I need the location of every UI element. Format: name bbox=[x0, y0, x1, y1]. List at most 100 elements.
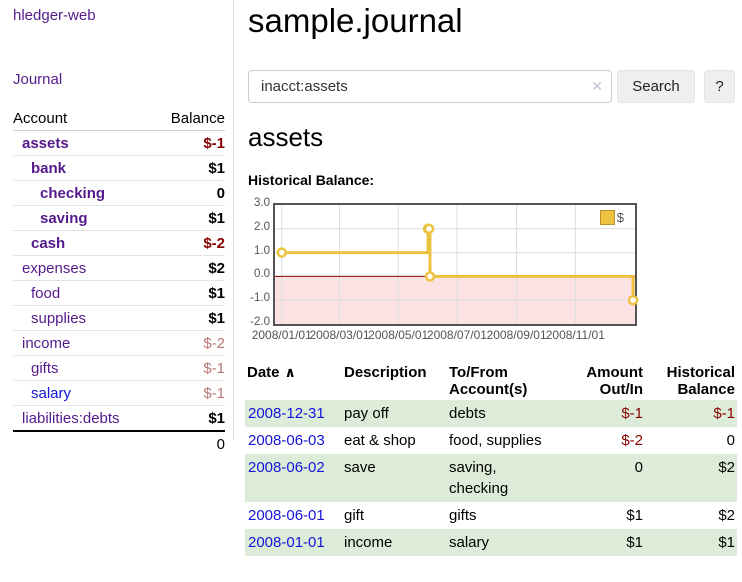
account-row-liabilities-debts: liabilities:debts $1 bbox=[13, 406, 225, 430]
date-cell: 2008-06-03 bbox=[245, 427, 342, 454]
register-row: 2008-06-01 gift gifts $1 $2 bbox=[245, 502, 737, 529]
account-link[interactable]: salary bbox=[31, 384, 72, 402]
account-balance: $1 bbox=[208, 159, 225, 177]
accounts-cell: gifts bbox=[449, 507, 477, 524]
description-cell: pay off bbox=[344, 405, 389, 422]
date-link[interactable]: 2008-12-31 bbox=[248, 405, 325, 422]
clear-search-icon[interactable]: ✕ bbox=[591, 78, 603, 94]
register-row: 2008-01-01 income salary $1 $1 bbox=[245, 529, 737, 556]
amount-header-line2: Out/In bbox=[599, 381, 643, 398]
balance-header-line2: Balance bbox=[677, 381, 735, 398]
balance-cell: $2 bbox=[718, 507, 735, 524]
account-row-gifts: gifts $-1 bbox=[13, 356, 225, 381]
column-header-description: Description bbox=[344, 364, 427, 381]
amount-cell: $-1 bbox=[621, 405, 643, 422]
search-button[interactable]: Search bbox=[617, 70, 695, 103]
accounts-total-row: 0 bbox=[13, 430, 225, 456]
account-link[interactable]: checking bbox=[40, 184, 106, 202]
search-box: ✕ bbox=[248, 70, 612, 103]
date-link[interactable]: 2008-01-01 bbox=[248, 534, 325, 551]
date-cell: 2008-06-01 bbox=[245, 502, 342, 529]
column-header-balance: Historical Balance bbox=[645, 362, 737, 400]
x-axis-tick-label: 2008/01/01 bbox=[251, 328, 312, 342]
description-cell: gift bbox=[344, 507, 365, 524]
account-link[interactable]: income bbox=[22, 334, 71, 352]
date-link[interactable]: 2008-06-01 bbox=[248, 507, 325, 524]
x-axis-tick-label: 2008/03/01 bbox=[309, 328, 370, 342]
date-link[interactable]: 2008-06-02 bbox=[248, 459, 325, 476]
amount-header-line1: Amount bbox=[586, 364, 643, 381]
balance-cell: $-1 bbox=[713, 405, 735, 422]
account-balance: 0 bbox=[216, 184, 225, 202]
register-table: Date ∧ Description To/From Account(s) Amo… bbox=[245, 362, 737, 556]
accounts-table-header: Account Balance bbox=[13, 106, 225, 131]
accounts-cell: food, supplies bbox=[449, 432, 542, 449]
account-row-bank: bank $1 bbox=[13, 156, 225, 181]
balance-cell: $1 bbox=[718, 534, 735, 551]
account-link[interactable]: supplies bbox=[31, 309, 87, 327]
account-link[interactable]: saving bbox=[40, 209, 88, 227]
account-balance: $-2 bbox=[203, 234, 225, 252]
balance-cell: 0 bbox=[726, 432, 735, 449]
accounts-total-value: 0 bbox=[216, 435, 225, 453]
tofrom-header-line1: To/From bbox=[449, 364, 508, 381]
sort-ascending-icon: ∧ bbox=[284, 364, 296, 380]
y-axis-tick-label: 1.0 bbox=[254, 244, 270, 257]
description-cell: eat & shop bbox=[344, 432, 416, 449]
balance-header-line1: Historical bbox=[666, 364, 735, 381]
account-balance: $2 bbox=[208, 259, 225, 277]
legend-label: $ bbox=[616, 210, 624, 225]
account-row-saving: saving $1 bbox=[13, 206, 225, 231]
account-link[interactable]: assets bbox=[22, 134, 69, 152]
search-form: ✕ Search ? bbox=[248, 70, 735, 103]
help-button[interactable]: ? bbox=[704, 70, 735, 103]
account-link[interactable]: gifts bbox=[31, 359, 59, 377]
register-header-row: Date ∧ Description To/From Account(s) Amo… bbox=[245, 362, 737, 400]
account-row-checking: checking 0 bbox=[13, 181, 225, 206]
description-cell: save bbox=[344, 459, 376, 476]
y-axis-tick-label: -1.0 bbox=[250, 292, 270, 305]
account-link[interactable]: expenses bbox=[22, 259, 87, 277]
accounts-cell: saving, checking bbox=[449, 459, 509, 497]
account-balance: $-2 bbox=[203, 334, 225, 352]
plot-canvas bbox=[275, 205, 639, 324]
app-title-link[interactable]: hledger-web bbox=[13, 7, 96, 24]
amount-cell: $-2 bbox=[621, 432, 643, 449]
account-balance: $-1 bbox=[203, 384, 225, 402]
description-cell: income bbox=[344, 534, 393, 551]
accounts-cell: salary bbox=[449, 534, 490, 551]
amount-cell: 0 bbox=[634, 459, 643, 476]
account-heading: assets bbox=[248, 122, 324, 152]
account-link[interactable]: food bbox=[31, 284, 61, 302]
column-header-tofrom: To/From Account(s) bbox=[447, 362, 579, 400]
sidebar: hledger-web Journal Account Balance asse… bbox=[0, 0, 234, 453]
account-balance: $1 bbox=[208, 209, 225, 227]
account-row-expenses: expenses $2 bbox=[13, 256, 225, 281]
historical-balance-chart: 3.0 2.0 1.0 0.0 -1.0 -2.0 $ 2008/01/01 2008/03… bbox=[248, 197, 735, 347]
account-row-income: income $-2 bbox=[13, 331, 225, 356]
column-header-amount: Amount Out/In bbox=[579, 362, 645, 400]
balance-cell: $2 bbox=[718, 459, 735, 476]
legend-swatch-icon bbox=[599, 210, 615, 225]
account-row-cash: cash $-2 bbox=[13, 231, 225, 256]
x-axis-tick-label: 2008/09/01 bbox=[486, 328, 547, 342]
account-column-header: Account bbox=[13, 109, 68, 127]
account-link[interactable]: bank bbox=[31, 159, 67, 177]
sidebar-item-journal[interactable]: Journal bbox=[13, 71, 63, 88]
date-link[interactable]: 2008-06-03 bbox=[248, 432, 325, 449]
x-axis-tick-label: 2008/07/01 bbox=[426, 328, 487, 342]
account-balance: $-1 bbox=[203, 134, 225, 152]
account-link[interactable]: liabilities:debts bbox=[22, 409, 120, 427]
column-header-date[interactable]: Date ∧ bbox=[245, 362, 342, 400]
tofrom-header-line2: Account(s) bbox=[449, 381, 528, 398]
balance-column-header: Balance bbox=[170, 109, 225, 127]
date-cell: 2008-12-31 bbox=[245, 400, 342, 427]
search-input[interactable] bbox=[248, 70, 612, 103]
page-title: sample.journal bbox=[248, 2, 463, 39]
account-row-salary: salary $-1 bbox=[13, 381, 225, 406]
y-axis-tick-label: 3.0 bbox=[254, 197, 270, 209]
register-row: 2008-06-02 save saving, checking 0 $2 bbox=[245, 454, 737, 502]
date-header-label: Date bbox=[247, 364, 280, 381]
account-row-food: food $1 bbox=[13, 281, 225, 306]
account-link[interactable]: cash bbox=[31, 234, 66, 252]
